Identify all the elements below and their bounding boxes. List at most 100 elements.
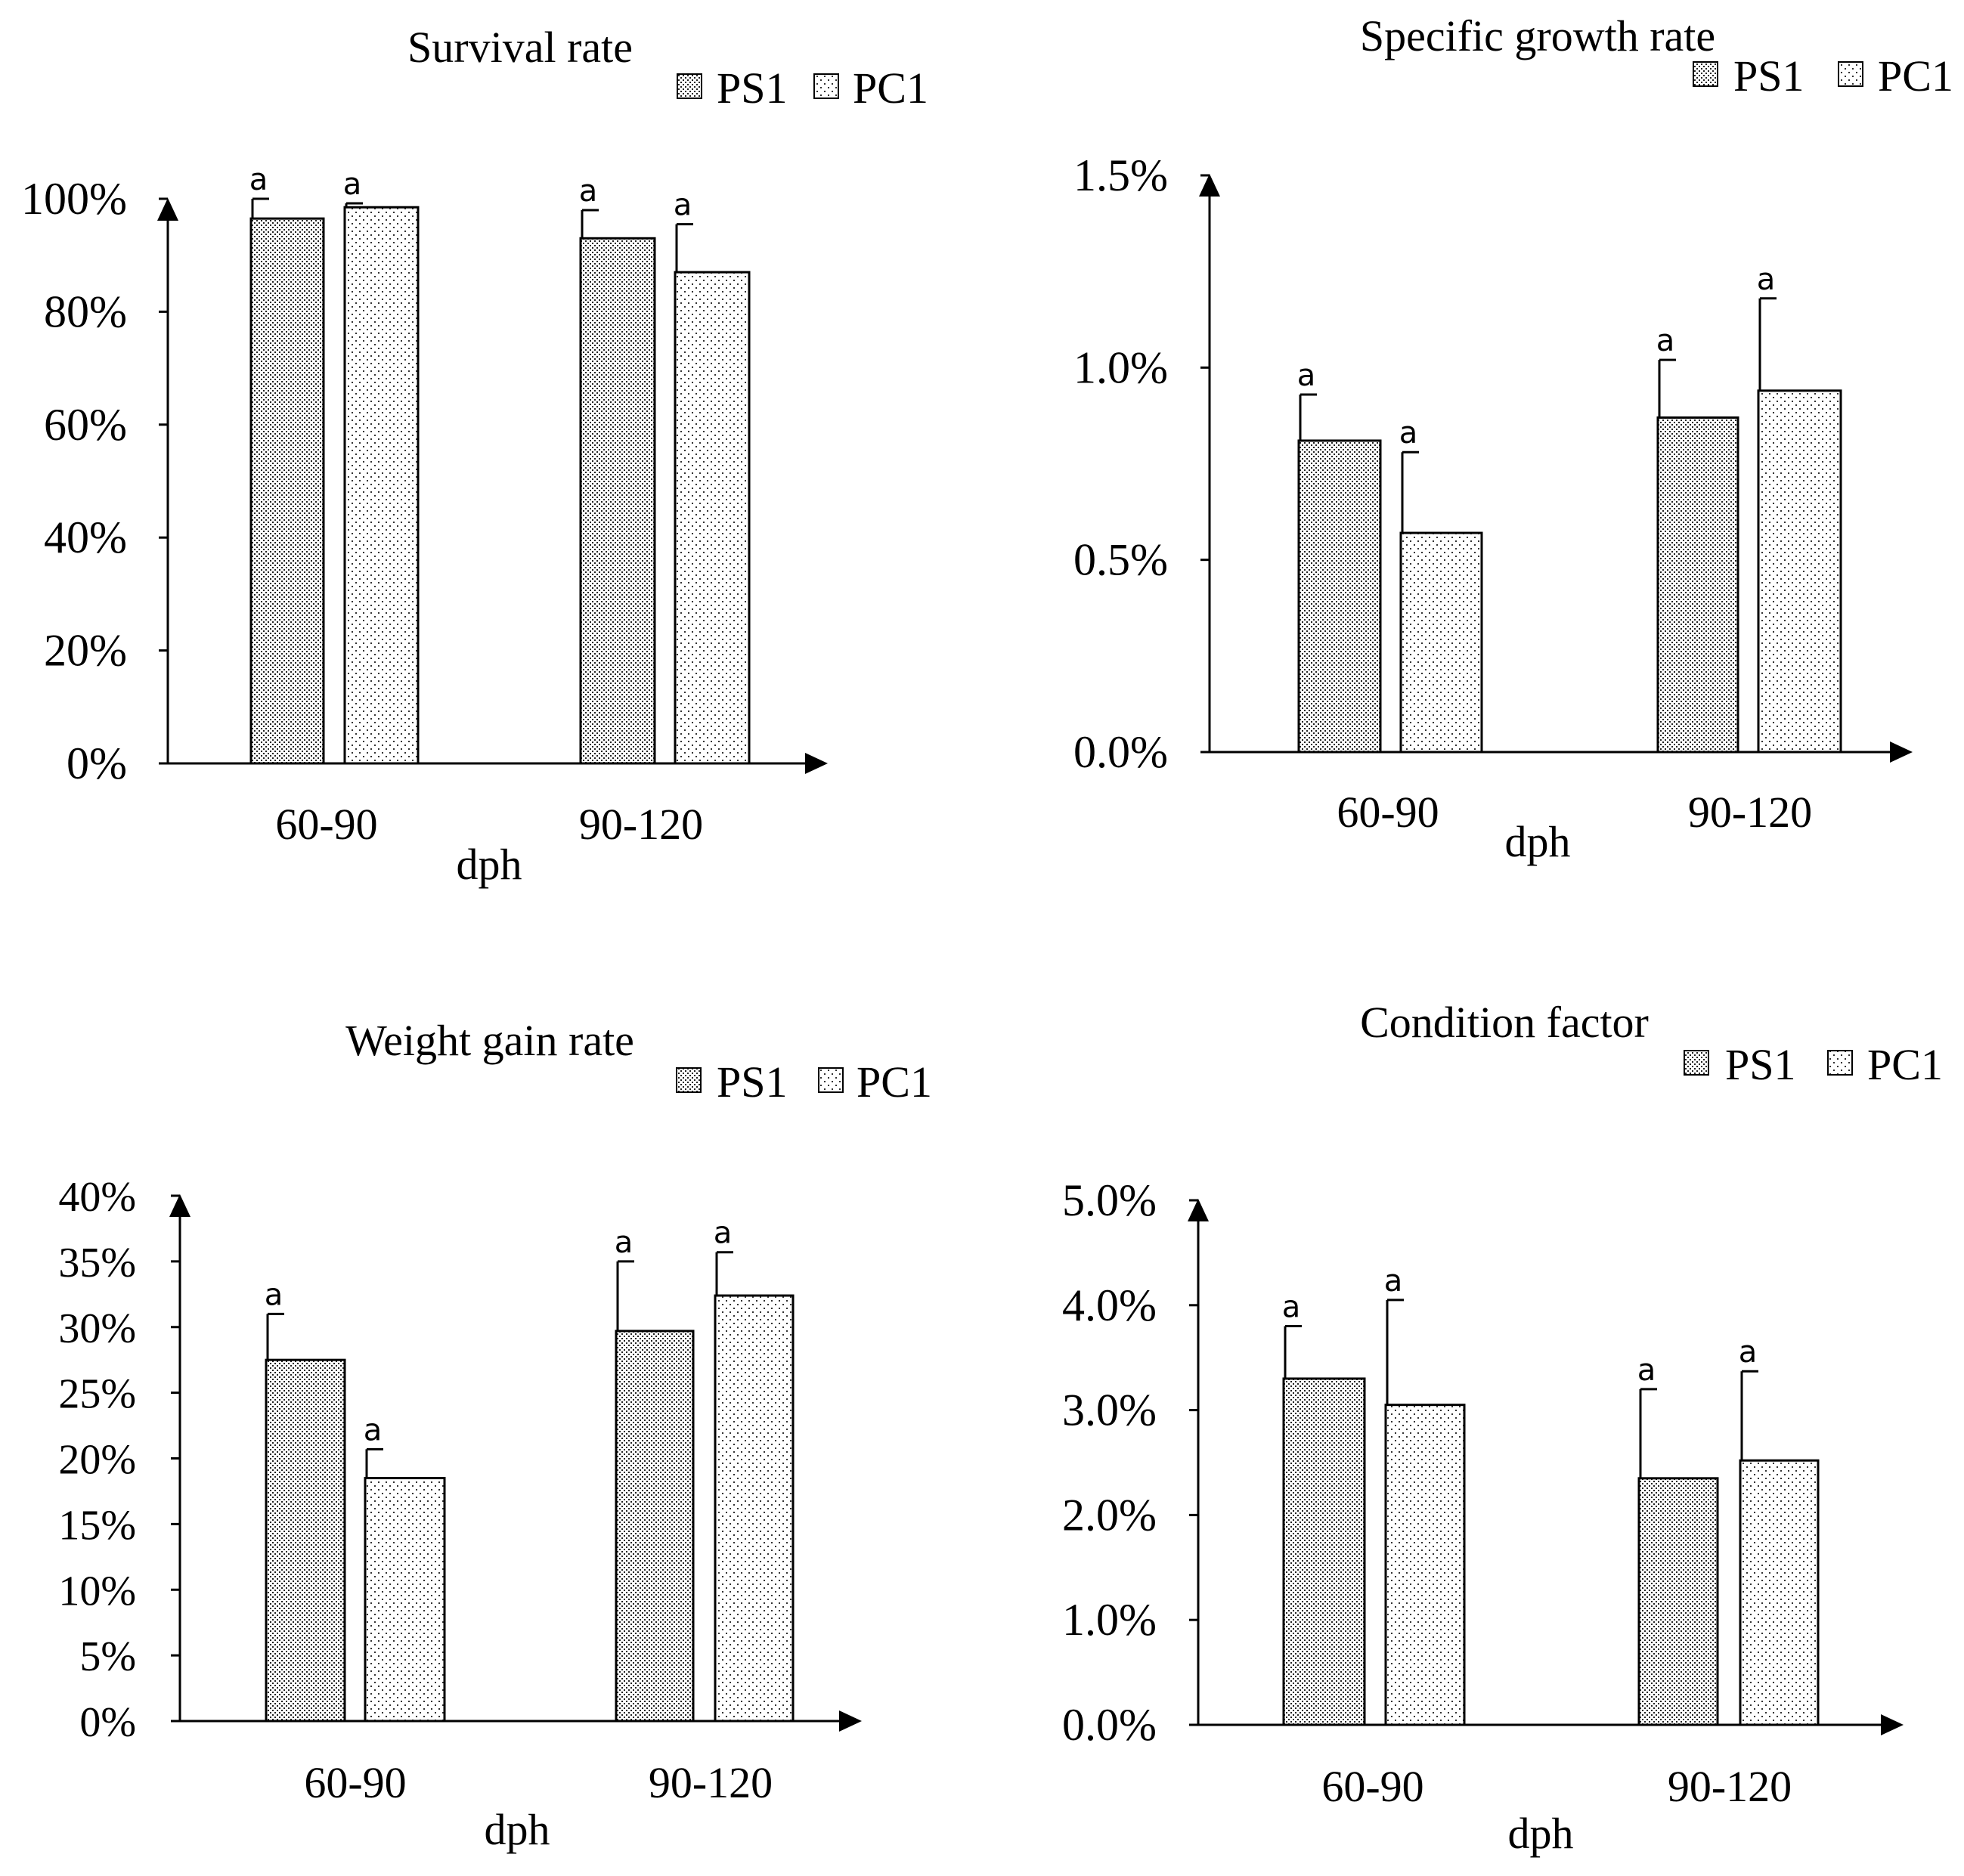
x-axis-arrow xyxy=(839,1710,862,1732)
y-tick-label: 40% xyxy=(44,512,127,562)
x-tick-label: 60-90 xyxy=(304,1758,406,1807)
chart-1: Survival rate PS1 PC1 0% 20% 40% 60% 80% 100% a a a… xyxy=(21,23,928,889)
significance-label: a xyxy=(1637,1353,1656,1388)
x-axis-label: dph xyxy=(1505,817,1571,866)
legend-label-pc1: PC1 xyxy=(1867,1040,1943,1089)
y-tick-label: 1.0% xyxy=(1062,1595,1157,1645)
significance-label: a xyxy=(1399,416,1418,450)
bar-pc1-90-120 xyxy=(674,271,751,765)
chart-title: Weight gain rate xyxy=(345,1016,634,1065)
significance-label: a xyxy=(343,167,362,202)
legend-swatch-pc1 xyxy=(818,1067,844,1093)
legend-swatch-pc1 xyxy=(1838,61,1863,87)
y-tick-label: 80% xyxy=(44,286,127,336)
x-axis-arrow xyxy=(805,753,828,774)
chart-3: Weight gain rate PS1 PC1 0% 5% 10% 15% 20% 25% 30… xyxy=(58,1016,932,1854)
y-tick-label: 10% xyxy=(58,1568,136,1614)
y-tick-label: 1.5% xyxy=(1073,150,1168,200)
legend-swatch-ps1 xyxy=(1693,61,1718,87)
bar-pc1-90-120 xyxy=(1739,1459,1820,1726)
y-tick-label: 30% xyxy=(58,1305,136,1352)
significance-label: a xyxy=(1297,358,1316,393)
chart-title: Specific growth rate xyxy=(1360,11,1715,60)
bar-pc1-60-90 xyxy=(1384,1404,1466,1726)
y-tick-label: 0% xyxy=(79,1699,136,1746)
y-tick-label: 1.0% xyxy=(1073,342,1168,392)
significance-label: a xyxy=(1384,1264,1403,1299)
x-axis-arrow xyxy=(1890,741,1913,763)
x-tick-label: 90-120 xyxy=(1688,788,1812,837)
legend-label-ps1: PS1 xyxy=(717,1057,788,1107)
y-tick-label: 40% xyxy=(58,1174,136,1221)
y-tick-label: 15% xyxy=(58,1502,136,1549)
legend-label-ps1: PS1 xyxy=(717,63,788,113)
y-tick-label: 5.0% xyxy=(1062,1175,1157,1225)
x-axis-label: dph xyxy=(457,840,522,889)
x-axis-arrow xyxy=(1881,1714,1904,1735)
bar-ps1-60-90 xyxy=(1282,1377,1366,1726)
legend-label-pc1: PC1 xyxy=(857,1057,932,1107)
y-tick-label: 0.0% xyxy=(1062,1700,1157,1750)
bar-ps1-90-120 xyxy=(579,237,656,765)
significance-label: a xyxy=(579,174,598,209)
bar-pc1-60-90 xyxy=(364,1477,446,1723)
legend-swatch-pc1 xyxy=(1827,1050,1853,1076)
legend-swatch-ps1 xyxy=(1684,1050,1709,1076)
legend-label-ps1: PS1 xyxy=(1725,1040,1796,1089)
y-tick-label: 5% xyxy=(79,1633,136,1680)
y-tick-label: 4.0% xyxy=(1062,1280,1157,1330)
y-tick-label: 0.5% xyxy=(1073,535,1168,585)
bar-pc1-90-120 xyxy=(714,1294,795,1723)
x-tick-label: 90-120 xyxy=(1668,1762,1792,1811)
bar-ps1-60-90 xyxy=(1297,439,1382,754)
y-tick-label: 0.0% xyxy=(1073,727,1168,777)
significance-label: a xyxy=(1739,1335,1758,1370)
y-tick-label: 2.0% xyxy=(1062,1490,1157,1540)
y-tick-label: 20% xyxy=(44,626,127,676)
bar-pc1-60-90 xyxy=(1399,531,1483,754)
significance-label: a xyxy=(1282,1290,1301,1325)
x-tick-label: 60-90 xyxy=(275,800,377,849)
y-tick-label: 20% xyxy=(58,1437,136,1484)
y-tick-label: 3.0% xyxy=(1062,1385,1157,1435)
chart-title: Survival rate xyxy=(407,23,633,72)
y-axis-arrow xyxy=(1199,174,1220,197)
legend-label-pc1: PC1 xyxy=(1878,51,1953,101)
legend-label-ps1: PS1 xyxy=(1733,51,1804,101)
x-tick-label: 90-120 xyxy=(649,1758,773,1807)
bar-pc1-60-90 xyxy=(343,206,420,765)
x-tick-label: 60-90 xyxy=(1337,788,1439,837)
significance-label: a xyxy=(714,1216,733,1251)
bar-ps1-60-90 xyxy=(265,1358,346,1723)
significance-label: a xyxy=(674,188,692,223)
significance-label: a xyxy=(1656,324,1675,358)
bar-ps1-90-120 xyxy=(615,1330,695,1723)
y-tick-label: 60% xyxy=(44,400,127,450)
legend-swatch-ps1 xyxy=(676,1067,702,1093)
y-axis-arrow xyxy=(1188,1199,1209,1221)
y-tick-label: 0% xyxy=(67,738,127,788)
bar-pc1-90-120 xyxy=(1757,389,1842,754)
y-tick-label: 35% xyxy=(58,1240,136,1286)
legend-swatch-pc1 xyxy=(813,73,839,99)
x-tick-label: 60-90 xyxy=(1321,1762,1423,1811)
bar-ps1-90-120 xyxy=(1637,1477,1719,1726)
chart-2: Specific growth rate PS1 PC1 0.0% 0.5% 1.0% 1.… xyxy=(1073,11,1953,866)
x-axis-label: dph xyxy=(1508,1809,1574,1858)
y-tick-label: 100% xyxy=(21,174,127,224)
bar-ps1-90-120 xyxy=(1656,416,1739,754)
bar-ps1-60-90 xyxy=(249,217,325,765)
y-tick-label: 25% xyxy=(58,1371,136,1418)
x-axis-label: dph xyxy=(485,1805,550,1854)
significance-label: a xyxy=(615,1225,633,1260)
legend-label-pc1: PC1 xyxy=(853,63,928,113)
significance-label: a xyxy=(1757,262,1776,297)
significance-label: a xyxy=(249,163,268,197)
chart-4: Condition factor PS1 PC1 0.0% 1.0% 2.0% 3.0% 4.… xyxy=(1062,998,1943,1858)
legend-swatch-ps1 xyxy=(677,73,702,99)
y-axis-arrow xyxy=(157,198,178,221)
significance-label: a xyxy=(265,1277,283,1312)
significance-label: a xyxy=(364,1413,383,1447)
x-tick-label: 90-120 xyxy=(579,800,703,849)
